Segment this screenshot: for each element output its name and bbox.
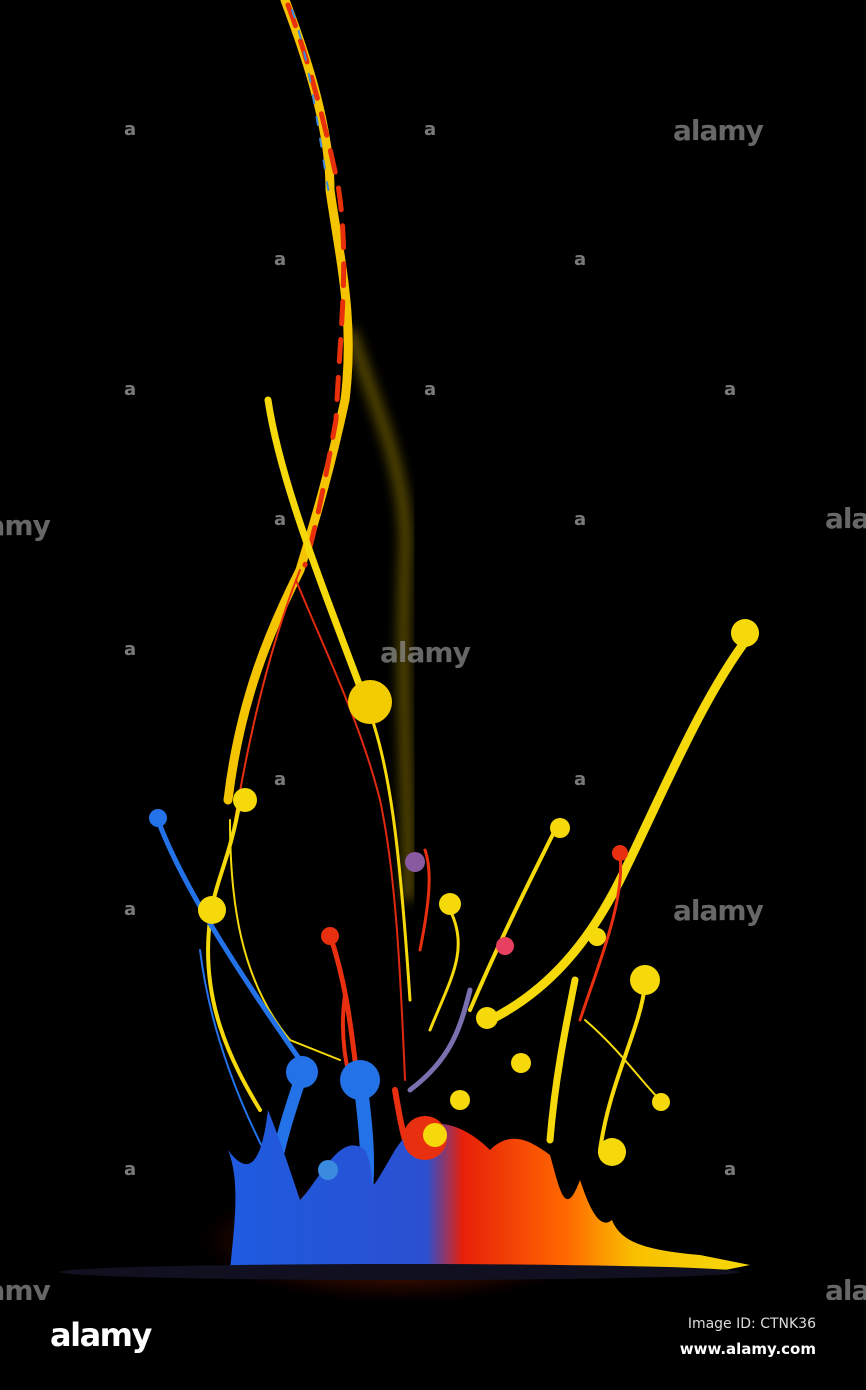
svg-text:alamy: alamy (0, 509, 51, 542)
svg-text:a: a (124, 639, 136, 660)
website-link[interactable]: www.alamy.com (679, 1340, 816, 1358)
yellow-paint-streams (206, 396, 755, 1152)
svg-text:a: a (574, 509, 586, 530)
svg-text:a: a (274, 509, 286, 530)
svg-text:a: a (274, 769, 286, 790)
svg-text:alamy: alamy (0, 1274, 51, 1300)
footer-bar: alamy Image ID: CTNK36 www.alamy.com (0, 1300, 866, 1390)
svg-text:a: a (574, 769, 586, 790)
image-id: Image ID: CTNK36 (687, 1316, 816, 1332)
svg-text:alamy: alamy (825, 1274, 866, 1300)
svg-text:a: a (424, 379, 436, 400)
main-paint-stream (223, 0, 406, 1081)
paint-droplets (149, 619, 759, 1180)
svg-text:alamy: alamy (825, 502, 866, 535)
svg-text:a: a (274, 249, 286, 270)
svg-text:alamy: alamy (673, 894, 764, 927)
paint-splash-image: alamy alamy alamy alamy alamy alamy alam… (0, 0, 866, 1300)
svg-text:a: a (124, 119, 136, 140)
svg-text:a: a (574, 249, 586, 270)
svg-text:alamy: alamy (673, 114, 764, 147)
svg-text:a: a (124, 379, 136, 400)
svg-text:alamy: alamy (380, 636, 471, 669)
svg-text:a: a (124, 1159, 136, 1180)
svg-text:a: a (724, 379, 736, 400)
watermark: alamy alamy alamy alamy alamy alamy alam… (0, 114, 866, 1300)
svg-text:a: a (124, 899, 136, 920)
svg-text:a: a (724, 1159, 736, 1180)
svg-text:a: a (424, 119, 436, 140)
splash-base (228, 1110, 750, 1275)
red-paint-streams (327, 848, 623, 1183)
alamy-logo: alamy (50, 1316, 152, 1354)
